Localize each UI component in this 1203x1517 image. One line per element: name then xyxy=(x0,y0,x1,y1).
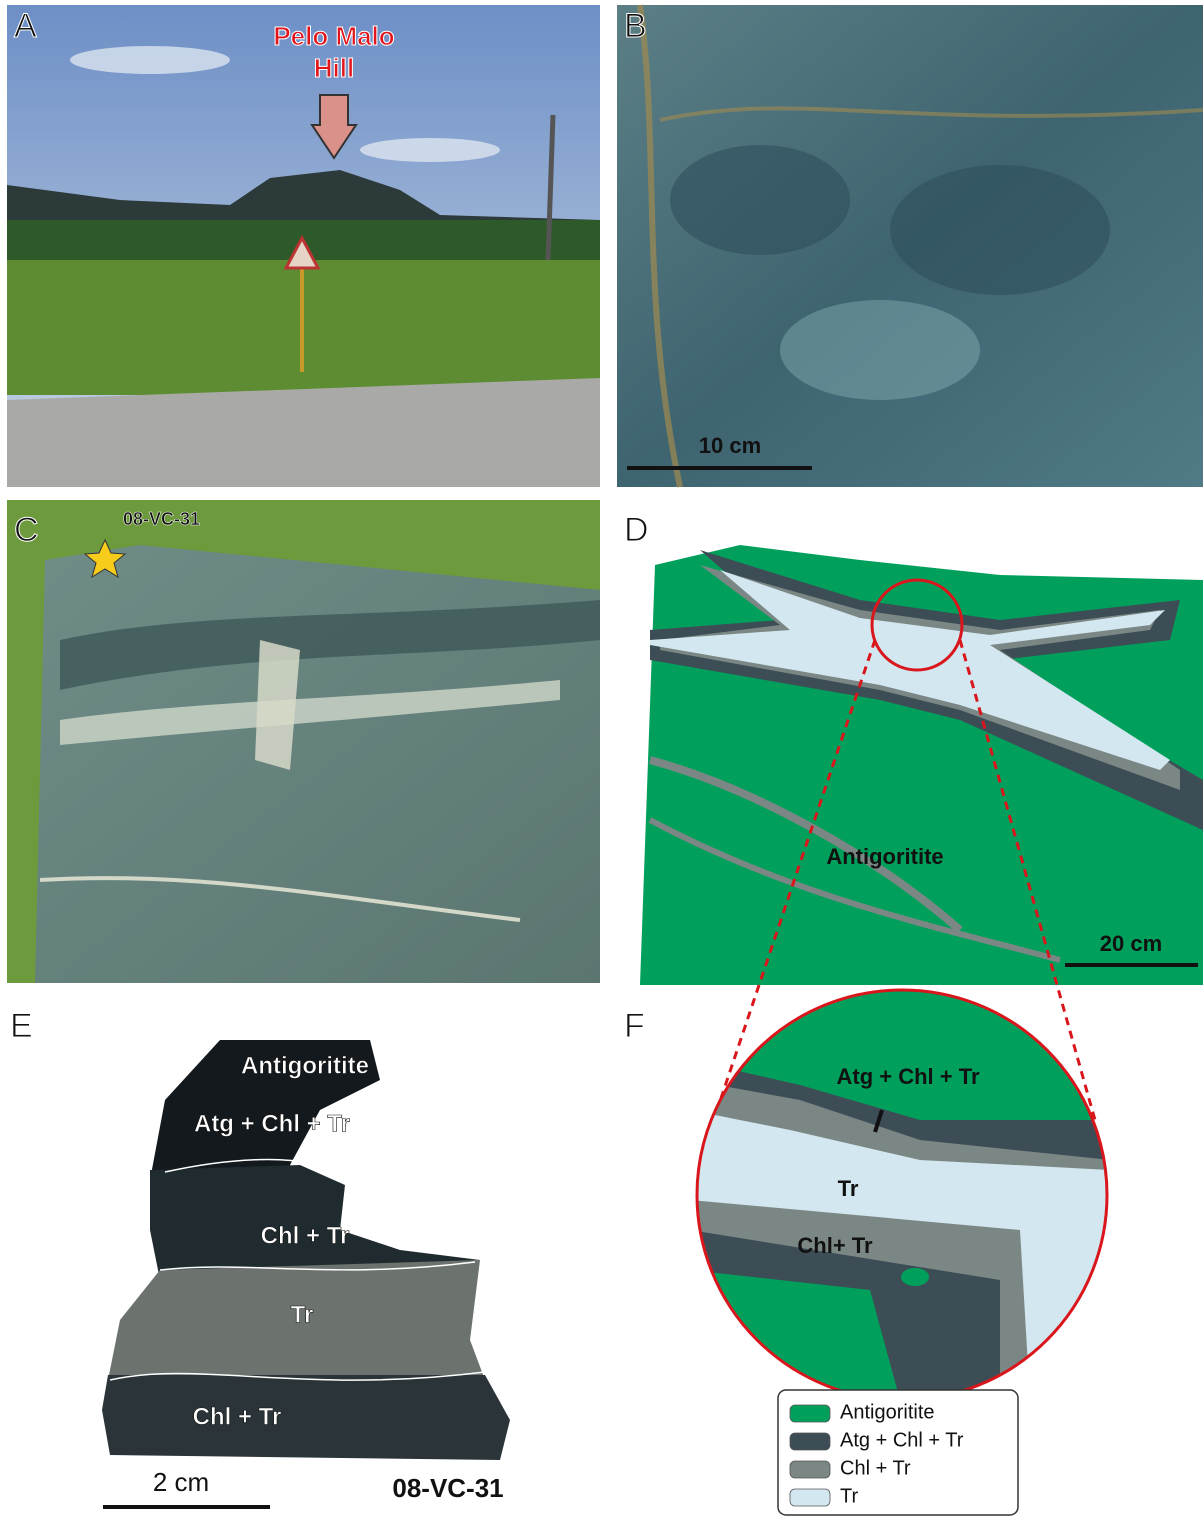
scale-bar-label: 10 cm xyxy=(699,433,761,458)
panel-a: Pelo Malo Hill A xyxy=(7,5,600,487)
zoom-circle xyxy=(870,578,964,672)
zone-label: Atg + Chl + Tr xyxy=(836,1064,979,1089)
panel-d: Antigoritite 20 cm D xyxy=(624,510,1203,985)
zone-label: Antigoritite xyxy=(241,1052,369,1079)
sample-label: 08-VC-31 xyxy=(392,1473,503,1503)
legend-label: Atg + Chl + Tr xyxy=(840,1429,964,1451)
annotation: Hill xyxy=(314,53,354,83)
panel-label: E xyxy=(10,1007,33,1045)
panel-label: C xyxy=(14,511,39,549)
zone-label: Chl + Tr xyxy=(193,1403,282,1430)
scale-bar-label: 20 cm xyxy=(1100,931,1162,956)
panel-label: B xyxy=(624,7,647,45)
scale-bar-label: 2 cm xyxy=(153,1467,209,1497)
legend-swatch xyxy=(789,1432,831,1451)
panel-f: F Atg + Chl + Tr Tr Chl+ Tr xyxy=(624,988,1109,1516)
legend-label: Chl + Tr xyxy=(840,1457,911,1479)
zone-antigoritite xyxy=(150,1040,380,1180)
legend xyxy=(777,1389,1019,1516)
legend-label: Tr xyxy=(840,1485,858,1507)
zone-label: Tr xyxy=(838,1176,859,1201)
panel-label: D xyxy=(624,511,649,549)
zone-label: Atg + Chl + Tr xyxy=(194,1110,350,1137)
road xyxy=(7,378,600,487)
star xyxy=(83,538,127,579)
legend-swatch xyxy=(789,1404,831,1423)
panel-c: 08-VC-31 C xyxy=(7,500,600,983)
sample-label: 08-VC-31 xyxy=(123,509,200,529)
arrow xyxy=(310,94,358,160)
zone-label: Chl + Tr xyxy=(261,1222,350,1249)
legend-swatch xyxy=(789,1488,831,1507)
unit-label: Antigoritite xyxy=(826,844,943,869)
panel-label: F xyxy=(624,1007,645,1045)
zone-label: Chl+ Tr xyxy=(797,1233,873,1258)
legend-label: Antigoritite xyxy=(840,1401,935,1423)
annotation: Pelo Malo xyxy=(273,21,394,51)
panel-label: A xyxy=(14,7,37,45)
panel-b: 10 cm B xyxy=(617,4,1203,488)
zone-label: Tr xyxy=(291,1301,314,1328)
panel-e: E Antigoritite Atg + Chl + Tr Chl + Tr T… xyxy=(10,1006,510,1509)
legend-swatch xyxy=(789,1460,831,1479)
